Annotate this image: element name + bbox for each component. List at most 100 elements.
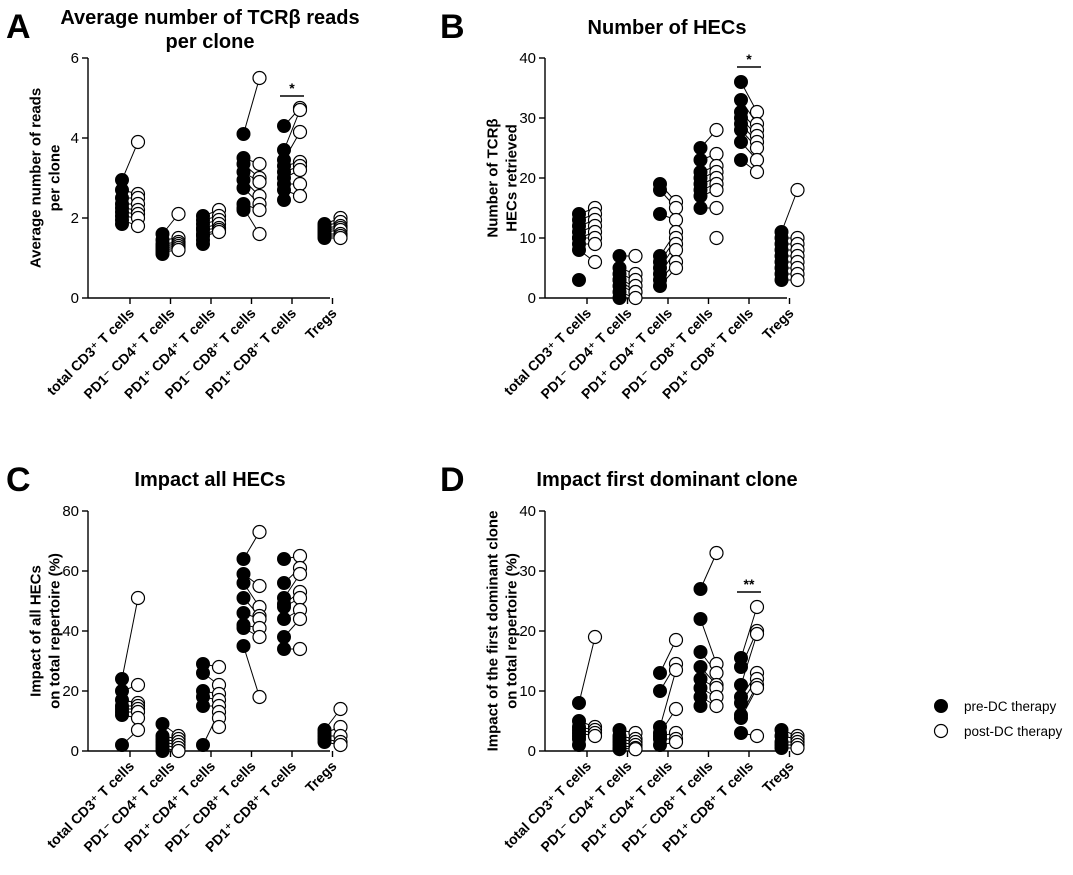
significance-label: ** [744, 576, 755, 592]
point-pre [653, 684, 667, 698]
point-post [292, 611, 308, 627]
y-tick-label: 40 [62, 623, 79, 640]
point-pre [155, 717, 170, 731]
point-pre [653, 738, 667, 752]
significance-label: * [746, 51, 752, 67]
pair-line [243, 77, 260, 135]
point-pre [693, 201, 708, 215]
point-pre [734, 726, 748, 740]
point-pre [277, 576, 291, 590]
y-tick-label: 20 [519, 170, 536, 187]
point-pre [693, 141, 708, 155]
point-pre [734, 75, 748, 89]
point-post [292, 124, 308, 140]
point-post [171, 743, 186, 759]
point-post [628, 290, 643, 306]
point-post [668, 200, 684, 216]
pair-line [578, 636, 596, 704]
point-pre [277, 552, 291, 566]
x-tick-label: Tregs [759, 758, 797, 796]
chart-title: Impact all HECs [134, 469, 285, 491]
y-axis-label: on total repertoire (%) [47, 553, 64, 709]
point-pre [115, 217, 129, 231]
point-pre [277, 193, 291, 207]
point-post [709, 200, 724, 216]
point-post [749, 680, 765, 696]
point-post [292, 102, 308, 118]
point-pre [155, 744, 170, 758]
point-post [292, 590, 308, 606]
point-post [333, 737, 348, 753]
point-post [211, 719, 227, 735]
point-post [668, 662, 684, 678]
point-post [587, 254, 603, 270]
panel-c: C Impact all HECs 0 20 40 60 80 Impact of all H… [6, 461, 348, 855]
panel-letter: D [440, 461, 465, 499]
y-tick-label: 4 [71, 130, 79, 147]
point-post [668, 242, 684, 258]
y-tick-label: 0 [528, 290, 536, 307]
y-tick-label: 80 [62, 503, 79, 520]
panel-letter: A [6, 8, 31, 46]
panel-letter: C [6, 461, 31, 499]
point-post [709, 545, 724, 561]
x-tick-label: Tregs [759, 305, 797, 343]
point-pre [236, 203, 251, 217]
y-tick-label: 40 [519, 50, 536, 67]
point-post [749, 104, 765, 120]
point-post [668, 701, 684, 717]
point-post [668, 260, 684, 276]
point-post [171, 242, 186, 258]
point-pre [236, 552, 251, 566]
y-tick-label: 40 [519, 503, 536, 520]
point-post [709, 230, 724, 246]
point-pre [572, 243, 586, 257]
point-post [709, 665, 724, 681]
point-post [252, 524, 267, 540]
y-tick-label: 0 [71, 743, 79, 760]
y-tick-label: 0 [71, 290, 79, 307]
point-pre [236, 591, 251, 605]
point-pre [196, 699, 210, 713]
point-pre [693, 660, 708, 674]
point-pre [653, 279, 667, 293]
point-pre [115, 672, 129, 686]
point-post [130, 677, 146, 693]
y-tick-label: 30 [519, 563, 536, 580]
y-tick-label: 20 [519, 623, 536, 640]
chart-title: Number of HECs [588, 17, 747, 39]
point-post [790, 182, 805, 198]
point-pre [196, 666, 210, 680]
point-pre [236, 181, 251, 195]
point-post [252, 578, 267, 594]
point-pre [612, 742, 627, 757]
point-pre [236, 606, 251, 620]
y-tick-label: 0 [528, 743, 536, 760]
point-pre [774, 273, 789, 287]
point-pre [572, 273, 586, 287]
panel-b: B Number of HECs 0 10 20 30 40 Number of TCRβ HE… [440, 8, 805, 402]
point-pre [572, 738, 586, 752]
y-axis-label: HECs retrieved [504, 124, 521, 232]
chart-title: per clone [166, 31, 255, 53]
point-pre [734, 678, 748, 692]
significance-label: * [289, 80, 295, 96]
point-pre [693, 612, 708, 626]
point-pre [693, 153, 708, 167]
point-post [668, 632, 684, 648]
point-pre [653, 207, 667, 221]
point-post [130, 710, 146, 726]
point-post [252, 202, 267, 218]
point-pre [572, 696, 586, 710]
legend-marker-pre [934, 699, 948, 713]
point-post [292, 176, 308, 192]
point-post [749, 626, 765, 642]
point-pre [155, 247, 170, 261]
legend-marker-post [933, 723, 949, 739]
point-post [628, 742, 643, 757]
point-pre [236, 639, 251, 653]
point-post [628, 248, 643, 264]
pair-line [740, 606, 758, 659]
